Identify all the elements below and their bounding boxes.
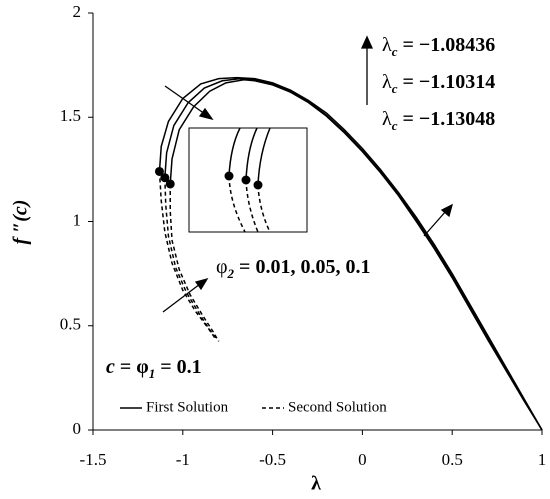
x-tick-label: 0.5 (442, 450, 463, 469)
annotation: λc = −1.10314 (382, 71, 495, 97)
annotation-part: = −1.08436 (397, 34, 495, 56)
y-tick-label: 0.5 (60, 315, 81, 334)
critical-point (165, 179, 175, 189)
inset-curve (257, 184, 271, 233)
x-tick-label: -1 (176, 450, 190, 469)
curve (169, 183, 220, 342)
annotation-part: φ (216, 256, 228, 278)
x-axis-label: λ (311, 473, 321, 495)
annotation-part: = −1.13048 (397, 108, 495, 130)
annotation-part: = −1.10314 (397, 71, 495, 93)
y-tick-label: 0 (73, 419, 82, 438)
annotation-part: λ (382, 71, 392, 93)
annotation-part: c (106, 356, 115, 378)
curve (158, 76, 543, 431)
annotation-part: c (392, 44, 398, 59)
arrow-head (198, 107, 214, 121)
annotation-part: λ (382, 108, 392, 130)
annotation: λc = −1.08436 (382, 34, 495, 60)
y-tick-label: 1 (73, 210, 82, 229)
legend-label: First Solution (146, 399, 229, 415)
arrow (423, 210, 447, 237)
x-tick-label: 1 (538, 450, 547, 469)
y-tick-label: 2 (73, 2, 82, 21)
legend-label: Second Solution (288, 399, 387, 415)
annotation: c = φ1 = 0.1 (106, 356, 202, 382)
annotation-part: = 0.01, 0.05, 0.1 (234, 256, 370, 278)
critical-point (160, 173, 170, 183)
x-tick-label: -1.5 (80, 450, 107, 469)
y-tick-label: 1.5 (60, 106, 81, 125)
annotation-part: = φ (115, 356, 149, 378)
annotation-part: c (392, 81, 398, 96)
annotation-part: = 0.1 (155, 356, 201, 378)
arrow-head (194, 277, 209, 291)
annotation-part: 2 (227, 266, 235, 281)
inset-dot (241, 175, 251, 185)
curve (169, 78, 543, 431)
y-axis-label: f ″(c) (10, 200, 32, 245)
inset-curve (245, 127, 258, 181)
x-tick-label: -0.5 (259, 450, 286, 469)
critical-point (154, 166, 164, 176)
arrow (162, 283, 201, 313)
arrow-head (360, 35, 374, 49)
arrow (164, 85, 206, 115)
x-tick-label: 0 (358, 450, 367, 469)
inset-curve (257, 127, 271, 186)
annotation: λc = −1.13048 (382, 108, 495, 134)
inset-dot (224, 171, 234, 181)
inset-dot (253, 180, 263, 190)
annotation-part: c (392, 118, 398, 133)
arrow-head (440, 203, 454, 218)
annotation: φ2 = 0.01, 0.05, 0.1 (216, 256, 370, 282)
curve (164, 77, 543, 431)
annotation-part: λ (382, 34, 392, 56)
arrows (162, 35, 454, 313)
inset (188, 127, 308, 233)
annotation-part: 1 (149, 366, 156, 381)
inset-curve (245, 179, 259, 233)
